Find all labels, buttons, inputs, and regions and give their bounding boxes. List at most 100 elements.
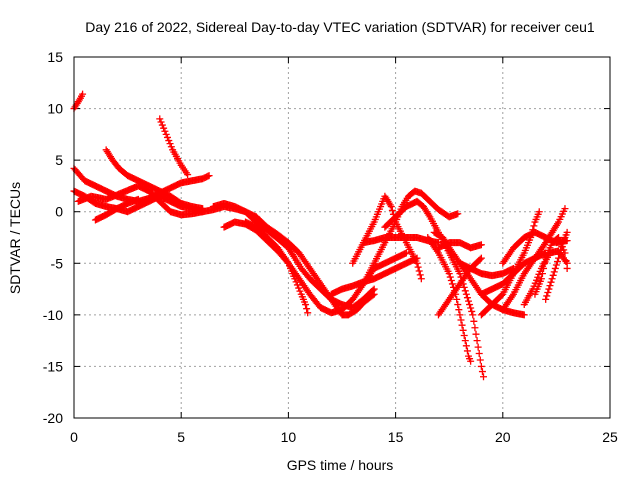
data-point [474, 343, 482, 351]
x-tick-label: 10 [281, 429, 297, 445]
series-arc-6 [91, 195, 142, 224]
data-point [370, 290, 378, 298]
y-tick-label: 10 [47, 101, 63, 117]
data-point [167, 143, 175, 151]
data-point [462, 290, 470, 298]
data-point [478, 368, 486, 376]
x-tick-label: 5 [177, 429, 185, 445]
series-arc-21 [456, 259, 518, 280]
data-point [156, 115, 164, 123]
x-tick-label: 0 [70, 429, 78, 445]
data-point [292, 278, 300, 286]
data-point [387, 203, 395, 211]
series-arc-10 [242, 218, 312, 317]
data-point [134, 195, 142, 203]
data-point [303, 305, 311, 313]
data-point [296, 287, 304, 295]
series-arc-20 [434, 239, 485, 252]
series-arc-19 [434, 254, 485, 319]
data-point [199, 205, 207, 213]
data-point [158, 121, 166, 129]
series-arc-23 [477, 208, 543, 319]
data-point [480, 373, 488, 381]
data-point [466, 301, 474, 309]
y-tick-label: 0 [55, 204, 63, 220]
data-point [472, 330, 480, 338]
y-tick-label: 15 [47, 49, 63, 65]
data-point [520, 311, 528, 319]
data-point [447, 276, 455, 284]
series-arc-11 [252, 213, 378, 319]
data-point [205, 172, 213, 180]
data-point [157, 118, 165, 126]
series-arc-14 [349, 192, 425, 283]
data-point [461, 337, 469, 345]
data-point [563, 228, 571, 236]
data-point [477, 241, 485, 249]
series-arc-4 [74, 182, 207, 219]
data-point [477, 362, 485, 370]
data-point [548, 275, 556, 283]
data-point [453, 295, 461, 303]
data-point [454, 301, 462, 309]
chart-title: Day 216 of 2022, Sidereal Day-to-day VTE… [85, 19, 595, 35]
plot-frame [73, 56, 611, 419]
data-point [476, 255, 484, 263]
data-point [162, 130, 170, 138]
y-tick-label: -15 [43, 358, 63, 374]
y-tick-label: -10 [43, 307, 63, 323]
data-point [549, 271, 557, 279]
x-axis-label: GPS time / hours [287, 457, 394, 473]
data-point [445, 270, 453, 278]
data-point [414, 263, 422, 271]
data-points [70, 90, 571, 381]
data-point [558, 243, 566, 251]
data-point [544, 289, 552, 297]
series-arc-28 [520, 247, 571, 309]
data-point [446, 273, 454, 281]
data-point [477, 254, 485, 262]
data-point [457, 316, 465, 324]
data-point [530, 222, 538, 230]
series-arc-5 [102, 146, 207, 213]
series-arc-27 [542, 228, 571, 303]
y-tick-label: -5 [51, 255, 64, 271]
data-point [454, 210, 462, 218]
data-point [413, 259, 421, 267]
data-point [470, 317, 478, 325]
y-tick-label: -20 [43, 410, 63, 426]
data-point [471, 324, 479, 332]
data-point [369, 291, 377, 299]
data-point [463, 294, 471, 302]
data-point [459, 326, 467, 334]
data-point [547, 278, 555, 286]
data-point [475, 350, 483, 358]
series-arc-7 [156, 115, 192, 179]
data-point [291, 275, 299, 283]
data-point [553, 258, 561, 266]
axis-ticks: 0 5 10 15 20 25 -20 -15 -10 -5 0 5 10 15 [43, 49, 618, 445]
y-axis-label: SDTVAR / TECUs [7, 182, 23, 294]
data-point [469, 311, 477, 319]
data-point [417, 275, 425, 283]
data-point [555, 234, 563, 241]
y-tick-label: 5 [55, 152, 63, 168]
data-point [165, 137, 173, 145]
data-point [456, 311, 464, 319]
data-point [467, 357, 475, 365]
data-point [543, 292, 551, 300]
data-point [415, 267, 423, 275]
data-point [463, 347, 471, 355]
data-point [448, 280, 456, 288]
data-point [476, 356, 484, 364]
data-point [416, 271, 424, 279]
data-point [163, 133, 171, 141]
data-point [537, 275, 545, 283]
data-point [552, 261, 560, 269]
data-point [79, 90, 87, 98]
data-point [456, 270, 464, 278]
data-point [388, 206, 396, 214]
x-tick-label: 20 [495, 429, 511, 445]
